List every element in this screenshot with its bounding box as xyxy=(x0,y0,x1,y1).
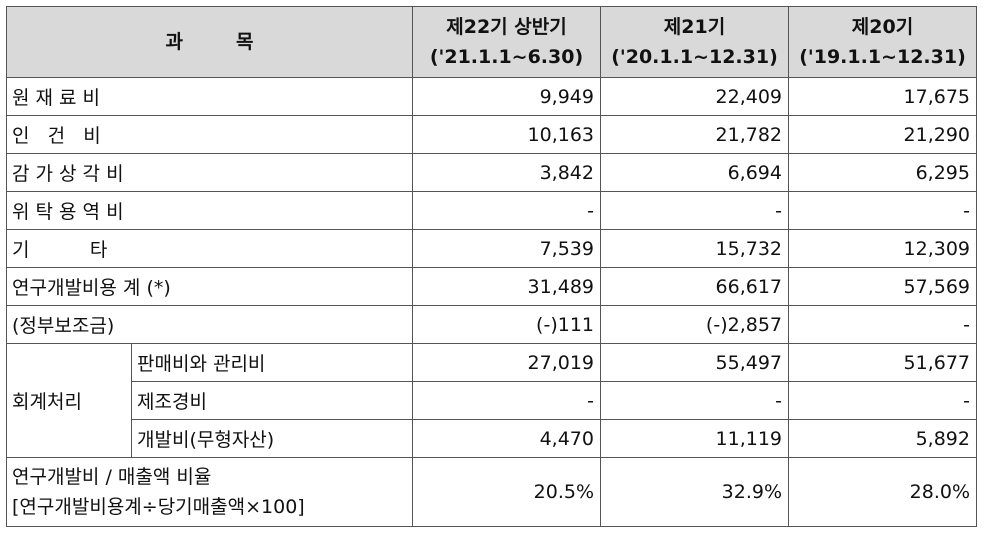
cell-value: 21,290 xyxy=(788,115,977,154)
header-row: 과 목 제22기 상반기 ('21.1.1~6.30) 제21기 ('20.1.… xyxy=(6,6,977,78)
cell-value: - xyxy=(412,191,601,230)
cell-value: - xyxy=(788,305,977,344)
header-period-21: 제21기 ('20.1.1~12.31) xyxy=(600,6,789,78)
table-row: 제조경비 - - - xyxy=(7,381,977,420)
header-period-range: ('19.1.1~12.31) xyxy=(799,46,966,68)
header-period-name: 제22기 상반기 xyxy=(446,16,567,38)
cell-value: 5,892 xyxy=(788,419,977,458)
table-row: 기 타 7,539 15,732 12,309 xyxy=(6,229,977,268)
ratio-label: 연구개발비 / 매출액 비율 [연구개발비용계÷당기매출액×100] xyxy=(6,457,413,527)
ratio-row: 연구개발비 / 매출액 비율 [연구개발비용계÷당기매출액×100] 20.5%… xyxy=(6,457,977,527)
table-row: 인 건 비 10,163 21,782 21,290 xyxy=(6,115,977,154)
ratio-label-line2: [연구개발비용계÷당기매출액×100] xyxy=(12,496,305,518)
cell-value: 51,677 xyxy=(788,343,977,382)
cell-value: 20.5% xyxy=(412,457,601,527)
row-label: 판매비와 관리비 xyxy=(131,343,413,382)
cell-value: 11,119 xyxy=(600,419,789,458)
cell-value: 21,782 xyxy=(600,115,789,154)
cell-value: - xyxy=(788,191,977,230)
cell-value: 22,409 xyxy=(600,77,789,116)
table-row: 연구개발비용 계 (*) 31,489 66,617 57,569 xyxy=(6,267,977,306)
cell-value: (-)2,857 xyxy=(600,305,789,344)
cell-value: (-)111 xyxy=(412,305,601,344)
table-row: 개발비(무형자산) 4,470 11,119 5,892 xyxy=(7,419,977,458)
row-label: 원 재 료 비 xyxy=(6,77,413,116)
row-label: 감 가 상 각 비 xyxy=(6,153,413,192)
header-period-h1-22: 제22기 상반기 ('21.1.1~6.30) xyxy=(412,6,601,78)
table-row: 감 가 상 각 비 3,842 6,694 6,295 xyxy=(6,153,977,192)
table-row: 위 탁 용 역 비 - - - xyxy=(6,191,977,230)
ratio-label-line1: 연구개발비 / 매출액 비율 xyxy=(12,466,212,488)
row-label: 연구개발비용 계 (*) xyxy=(6,267,413,306)
header-period-name: 제21기 xyxy=(663,16,726,38)
table-row: 회계처리 판매비와 관리비 27,019 55,497 51,677 xyxy=(6,343,977,458)
row-label: 기 타 xyxy=(6,229,413,268)
row-label: 위 탁 용 역 비 xyxy=(6,191,413,230)
cell-value: 6,694 xyxy=(600,153,789,192)
header-period-range: ('21.1.1~6.30) xyxy=(429,46,584,68)
row-label: 개발비(무형자산) xyxy=(131,419,413,458)
cell-value: 57,569 xyxy=(788,267,977,306)
cell-value: 27,019 xyxy=(412,343,601,382)
header-period-name: 제20기 xyxy=(851,16,914,38)
cell-value: 4,470 xyxy=(412,419,601,458)
row-label: (정부보조금) xyxy=(6,305,413,344)
cell-value: - xyxy=(788,381,977,420)
cell-value: 31,489 xyxy=(412,267,601,306)
cell-value: 6,295 xyxy=(788,153,977,192)
cell-value: 15,732 xyxy=(600,229,789,268)
header-subject: 과 목 xyxy=(6,6,413,78)
cell-value: - xyxy=(600,381,789,420)
accounting-group-label: 회계처리 xyxy=(6,343,132,458)
cell-value: - xyxy=(412,381,601,420)
cell-value: 9,949 xyxy=(412,77,601,116)
table-row: 원 재 료 비 9,949 22,409 17,675 xyxy=(6,77,977,116)
cell-value: 10,163 xyxy=(412,115,601,154)
cell-value: 3,842 xyxy=(412,153,601,192)
table-row: (정부보조금) (-)111 (-)2,857 - xyxy=(6,305,977,344)
rnd-expense-table: 과 목 제22기 상반기 ('21.1.1~6.30) 제21기 ('20.1.… xyxy=(6,6,977,527)
cell-value: 17,675 xyxy=(788,77,977,116)
cell-value: 32.9% xyxy=(600,457,789,527)
cell-value: 66,617 xyxy=(600,267,789,306)
row-label: 인 건 비 xyxy=(6,115,413,154)
cell-value: 7,539 xyxy=(412,229,601,268)
cell-value: 55,497 xyxy=(600,343,789,382)
row-label: 제조경비 xyxy=(131,381,413,420)
header-period-20: 제20기 ('19.1.1~12.31) xyxy=(788,6,977,78)
cell-value: - xyxy=(600,191,789,230)
cell-value: 12,309 xyxy=(788,229,977,268)
cell-value: 28.0% xyxy=(788,457,977,527)
header-period-range: ('20.1.1~12.31) xyxy=(611,46,778,68)
